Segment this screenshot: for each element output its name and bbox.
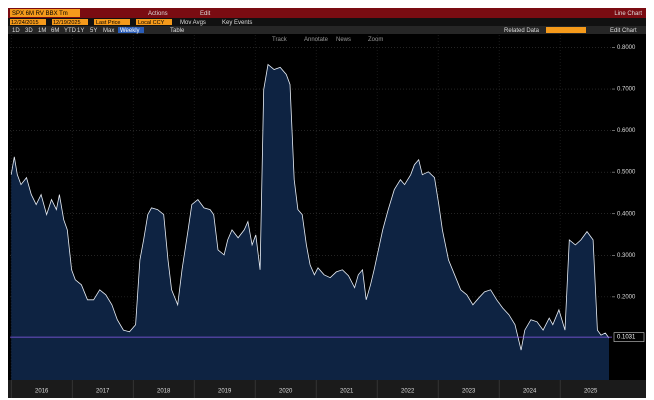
period-row — [8, 26, 646, 34]
tool-button[interactable]: Zoom — [368, 37, 383, 43]
tool-button[interactable]: News — [336, 37, 351, 43]
period-button[interactable]: Max — [103, 28, 114, 34]
mov-avgs[interactable]: Mov Avgs — [180, 20, 206, 26]
edit-chart[interactable]: Edit Chart — [610, 28, 637, 34]
x-tick-label: 2022 — [401, 389, 415, 395]
ticker-box[interactable] — [10, 9, 80, 17]
period-button[interactable]: 3D — [25, 28, 33, 34]
edit-menu[interactable]: Edit — [200, 11, 211, 17]
tool-button[interactable]: Track — [272, 37, 288, 43]
related-data[interactable]: Related Data — [504, 28, 540, 34]
end-date[interactable]: 12/19/2025 — [53, 20, 81, 26]
x-tick-label: 2021 — [340, 389, 354, 395]
end-box[interactable] — [52, 19, 88, 25]
period-button[interactable]: 1D — [12, 28, 20, 34]
x-tick-label: 2016 — [35, 389, 49, 395]
field-box[interactable] — [94, 19, 130, 25]
table-button[interactable]: Table — [170, 28, 185, 34]
y-tick-label: 0.4000 — [617, 211, 636, 217]
last-value-label: 0.1031 — [617, 335, 636, 341]
ticker[interactable]: SPX 6M RV BBX Tm — [12, 11, 68, 17]
area-fill — [11, 64, 609, 380]
y-tick-label: 0.2000 — [617, 294, 636, 300]
tool-button[interactable]: Annotate — [304, 37, 329, 43]
start-date[interactable]: 12/24/2015 — [11, 20, 39, 26]
field[interactable]: Last Price — [96, 20, 120, 26]
period-button[interactable]: 1M — [38, 28, 46, 34]
x-tick-label: 2023 — [462, 389, 476, 395]
y-tick-label: 0.8000 — [617, 45, 636, 51]
period-button[interactable]: 1Y — [77, 28, 84, 34]
currency[interactable]: Local CCY — [138, 20, 165, 26]
actions-menu[interactable]: Actions — [148, 11, 168, 17]
chart-kind: Line Chart — [614, 11, 642, 17]
last-value-box — [613, 332, 645, 342]
period-button[interactable]: 5Y — [90, 28, 97, 34]
x-tick-label: 2025 — [584, 389, 598, 395]
options-row — [8, 18, 646, 26]
x-tick-label: 2024 — [523, 389, 537, 395]
x-tick-label: 2020 — [279, 389, 293, 395]
y-tick-label: 0.5000 — [617, 170, 636, 176]
period-button[interactable]: YTD — [64, 28, 77, 34]
series-line — [10, 63, 610, 351]
y-tick-label: 0.6000 — [617, 128, 636, 134]
x-tick-label: 2019 — [218, 389, 232, 395]
y-tick-label: 0.3000 — [617, 253, 636, 259]
frequency[interactable]: Weekly — [120, 28, 140, 34]
frequency-box[interactable] — [118, 27, 144, 33]
related-box[interactable] — [546, 27, 586, 33]
key-events[interactable]: Key Events — [222, 20, 252, 26]
period-button[interactable]: 6M — [51, 28, 59, 34]
start-box[interactable] — [10, 19, 46, 25]
x-tick-label: 2017 — [96, 389, 110, 395]
y-axis-area — [612, 34, 646, 380]
y-tick-label: 0.7000 — [617, 87, 636, 93]
x-tick-label: 2018 — [157, 389, 171, 395]
title-bar — [8, 8, 646, 18]
x-axis-area — [8, 380, 646, 398]
ccy-box[interactable] — [136, 19, 172, 25]
